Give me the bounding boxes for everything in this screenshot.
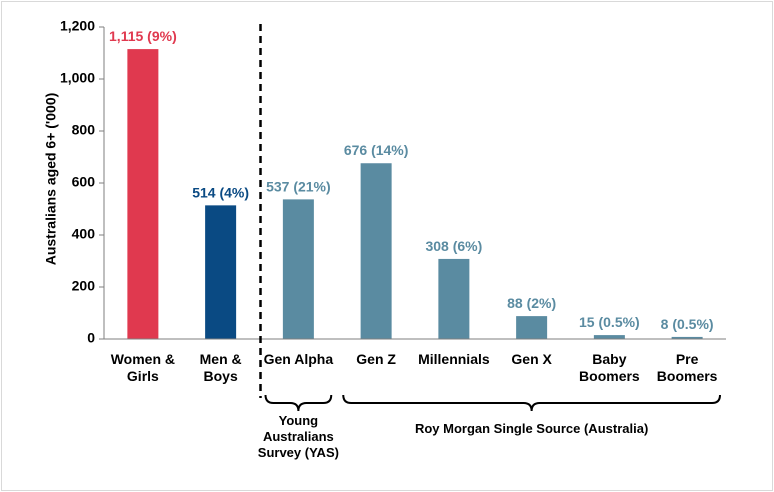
x-tick-label: Millennials <box>418 351 490 367</box>
group-label: Roy Morgan Single Source (Australia) <box>415 421 648 436</box>
y-axis-label: Australians aged 6+ ('000) <box>43 93 59 266</box>
bar <box>516 316 548 339</box>
data-label: 8 (0.5%) <box>661 316 714 332</box>
y-tick-label: 1,200 <box>60 18 95 34</box>
bar <box>360 163 392 339</box>
group-bracket <box>264 394 333 412</box>
x-tick-label: Baby Boomers <box>579 351 640 384</box>
bar <box>205 205 237 339</box>
category-labels: Women & Girls Men & Boys Gen Alpha Gen Z Mille… <box>111 351 718 384</box>
data-label: 1,115 (9%) <box>109 28 177 44</box>
bar <box>127 49 159 339</box>
data-label: 308 (6%) <box>425 238 482 254</box>
data-label: 88 (2%) <box>507 295 556 311</box>
y-tick-label: 400 <box>72 226 96 242</box>
bars <box>127 49 703 339</box>
y-axis-ticks: 0 200 400 600 800 1,000 1,200 <box>60 18 104 346</box>
x-tick-label: Gen Z <box>356 351 396 367</box>
data-label: 514 (4%) <box>192 184 249 200</box>
group-brackets: Young Australians Survey (YAS) Roy Morgan S… <box>258 394 721 460</box>
bar <box>282 199 314 339</box>
data-label: 15 (0.5%) <box>579 314 640 330</box>
x-tick-label: Women & Girls <box>111 351 175 384</box>
x-tick-label: Men & Boys <box>200 351 242 384</box>
group-label: Young Australians Survey (YAS) <box>258 413 339 460</box>
bar <box>593 335 625 339</box>
y-tick-label: 600 <box>72 174 96 190</box>
y-tick-label: 800 <box>72 122 96 138</box>
data-labels: 1,115 (9%) 514 (4%) 537 (21%) 676 (14%) 308 … <box>109 28 714 332</box>
y-tick-label: 200 <box>72 278 96 294</box>
x-tick-label: Gen X <box>511 351 552 367</box>
data-label: 676 (14%) <box>344 142 409 158</box>
bar <box>438 258 470 339</box>
bar <box>671 336 703 339</box>
y-tick-label: 1,000 <box>60 70 95 86</box>
group-bracket <box>342 394 721 412</box>
x-tick-label: Pre Boomers <box>657 351 718 384</box>
data-label: 537 (21%) <box>266 178 331 194</box>
x-tick-label: Gen Alpha <box>264 351 334 367</box>
y-tick-label: 0 <box>87 330 95 346</box>
